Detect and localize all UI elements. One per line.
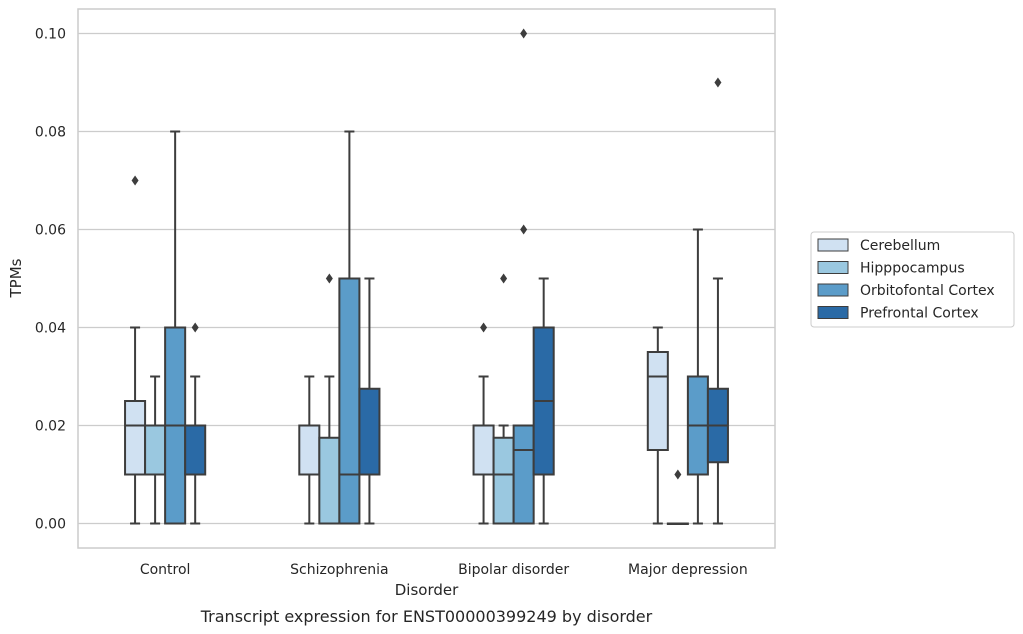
legend-frame — [810, 231, 1015, 328]
box-layer — [124, 28, 729, 525]
y-tick-labels: 0.00 0.02 0.04 0.06 0.08 0.10 — [35, 27, 66, 533]
box-hipppocampus — [492, 273, 515, 525]
chart-caption: Transcript expression for ENST0000039924… — [200, 607, 653, 626]
box-body — [358, 387, 381, 476]
box-body — [144, 424, 167, 476]
x-tick-labels: Control Schizophrenia Bipolar disorder Majo… — [140, 562, 748, 578]
box-prefrontal-cortex — [358, 277, 381, 525]
legend-swatch — [817, 283, 849, 297]
outlier-marker — [131, 175, 139, 186]
box-body — [318, 436, 341, 525]
box-orbitofontal-cortex — [686, 228, 709, 525]
box-prefrontal-cortex — [184, 322, 207, 525]
box-cerebellum — [472, 322, 495, 525]
box-body — [512, 424, 535, 525]
legend-swatch — [817, 261, 849, 274]
box-hipppocampus — [318, 273, 341, 525]
y-tick-label: 0.10 — [35, 27, 66, 43]
outlier-marker — [191, 322, 199, 333]
y-tick-label: 0.06 — [35, 223, 66, 239]
legend-label: Orbitofontal Cortex — [860, 283, 995, 299]
box-body — [472, 424, 495, 476]
box-prefrontal-cortex — [532, 277, 555, 525]
outlier-marker — [325, 273, 333, 284]
box-body — [338, 277, 361, 525]
box-orbitofontal-cortex — [164, 130, 187, 525]
y-tick-label: 0.08 — [35, 125, 66, 141]
y-tick-label: 0.02 — [35, 419, 66, 435]
y-tick-label: 0.04 — [35, 321, 66, 337]
box-cerebellum — [646, 326, 669, 525]
y-tick-label: 0.00 — [35, 517, 66, 533]
box-body — [184, 424, 207, 476]
box-body — [124, 400, 147, 476]
y-axis-title: TPMs — [7, 258, 25, 298]
outlier-marker — [520, 224, 528, 235]
legend-label: Hipppocampus — [860, 261, 965, 277]
legend-label: Prefrontal Cortex — [860, 306, 979, 322]
x-tick-label: Control — [140, 562, 191, 578]
box-hipppocampus — [144, 375, 167, 525]
box-orbitofontal-cortex — [338, 130, 361, 525]
box-hipppocampus — [666, 469, 689, 525]
box-body — [646, 351, 669, 451]
legend-swatch — [817, 306, 849, 319]
box-cerebellum — [124, 175, 147, 525]
x-axis-title: Disorder — [395, 581, 459, 599]
x-tick-label: Major depression — [628, 562, 748, 578]
box-body — [298, 424, 321, 476]
box-cerebellum — [298, 375, 321, 525]
box-prefrontal-cortex — [706, 77, 729, 525]
x-tick-label: Bipolar disorder — [458, 562, 569, 578]
box-body — [492, 436, 515, 525]
outlier-marker — [500, 273, 508, 284]
outlier-marker — [674, 469, 682, 480]
outlier-marker — [480, 322, 488, 333]
legend: Cerebellum Hipppocampus Orbitofontal Corte… — [810, 231, 1015, 328]
legend-label: Cerebellum — [860, 238, 940, 254]
legend-swatch — [817, 238, 849, 252]
box-orbitofontal-cortex — [512, 28, 535, 525]
x-tick-label: Schizophrenia — [290, 562, 388, 578]
plot-area-frame — [77, 8, 776, 549]
outlier-marker — [714, 77, 722, 88]
outlier-marker — [520, 28, 528, 39]
